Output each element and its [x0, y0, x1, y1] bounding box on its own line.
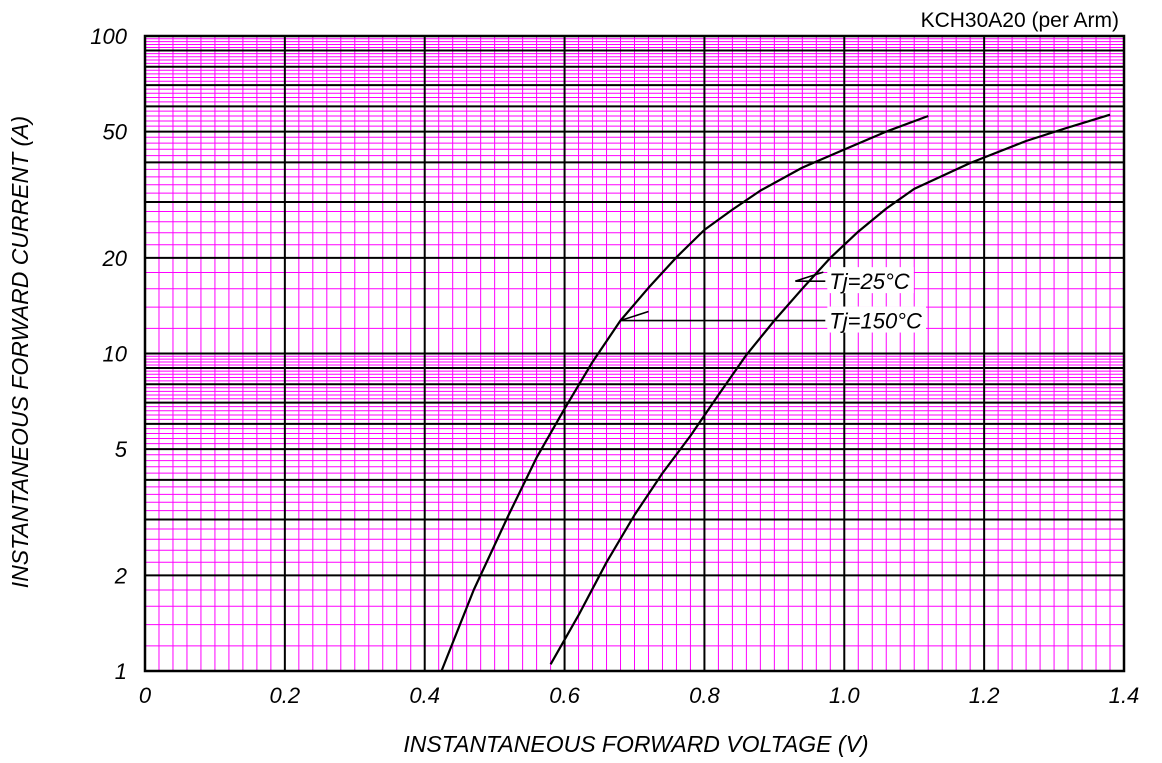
annotations: Tj=25°C Tj=150°C — [620, 267, 926, 334]
curves — [440, 113, 1111, 672]
plot-frame — [143, 34, 1126, 673]
annotation-arrow-2 — [620, 310, 649, 322]
y-tick-label: 100 — [90, 24, 127, 49]
x-tick-label: 0.8 — [689, 683, 720, 708]
series-line-1 — [440, 114, 929, 672]
x-tick-label: 1.4 — [1109, 683, 1140, 708]
annotation-arrow-1 — [795, 271, 824, 282]
y-tick-label: 50 — [103, 120, 128, 145]
y-tick-label: 20 — [102, 246, 128, 271]
x-tick-label: 1.0 — [829, 683, 860, 708]
annotation-label-2: Tj=150°C — [829, 309, 922, 334]
annotation-label-bg-1 — [827, 267, 914, 294]
x-tick-label: 0.4 — [409, 683, 440, 708]
y-tick-label: 2 — [114, 563, 127, 588]
y-tick-label: 10 — [103, 342, 128, 367]
x-tick-label: 0 — [139, 683, 152, 708]
y-tick-label: 5 — [115, 437, 128, 462]
y-tick-labels: 1 2 5 10 20 50 100 — [90, 24, 127, 684]
annotation-label-1: Tj=25°C — [829, 269, 909, 294]
x-tick-label: 1.2 — [969, 683, 1000, 708]
series-line-2 — [549, 113, 1111, 665]
x-axis-label: INSTANTANEOUS FORWARD VOLTAGE (V) — [403, 731, 868, 757]
x-tick-label: 0.2 — [270, 683, 301, 708]
x-tick-label: 0.6 — [549, 683, 580, 708]
annotation-label-bg-2 — [827, 306, 926, 333]
chart-title: KCH30A20 (per Arm) — [921, 9, 1119, 32]
y-axis-label: INSTANTANEOUS FORWARD CURRENT (A) — [7, 116, 33, 588]
major-grid — [145, 36, 1124, 671]
y-tick-label: 1 — [115, 659, 127, 684]
x-tick-labels: 0 0.2 0.4 0.6 0.8 1.0 1.2 1.4 — [139, 683, 1139, 708]
